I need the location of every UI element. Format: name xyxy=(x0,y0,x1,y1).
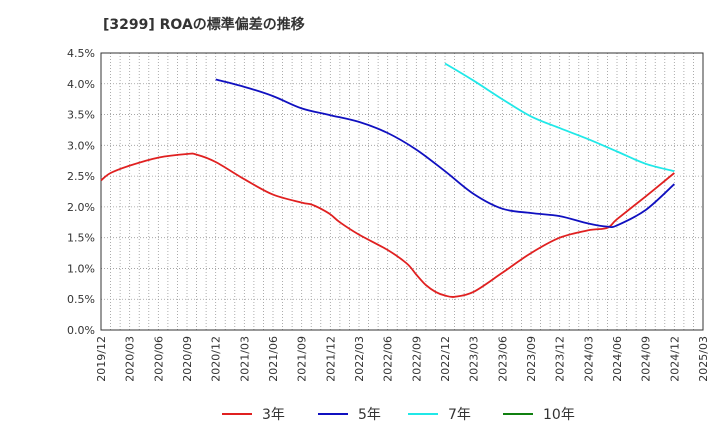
plot-frame xyxy=(100,52,704,331)
x-tick-label: 2020/09 xyxy=(181,336,194,382)
x-tick-label: 2025/03 xyxy=(697,336,710,382)
x-tick-label: 2024/03 xyxy=(582,336,595,382)
legend-label-1: 3年 xyxy=(262,407,285,423)
y-tick-label: 2.5% xyxy=(67,170,95,183)
y-tick-label: 3.0% xyxy=(67,139,95,152)
y-tick-label: 4.5% xyxy=(67,47,95,60)
x-tick-label: 2021/03 xyxy=(238,336,251,382)
grid-layer xyxy=(101,52,703,330)
x-tick-label: 2022/09 xyxy=(410,336,423,382)
legend-label-2: 5年 xyxy=(358,407,381,423)
y-tick-label: 1.0% xyxy=(67,262,95,275)
y-tick-label: 2.0% xyxy=(67,201,95,214)
y-tick-label: 0.0% xyxy=(67,324,95,337)
y-tick-label: 0.5% xyxy=(67,293,95,306)
x-tick-label: 2021/12 xyxy=(324,336,337,382)
series-line-3 xyxy=(444,62,675,173)
x-tick-label: 2023/09 xyxy=(525,336,538,382)
x-tick-label: 2021/09 xyxy=(296,336,309,382)
x-tick-label: 2023/12 xyxy=(554,336,567,382)
x-tick-label: 2022/06 xyxy=(382,336,395,382)
y-tick-label: 1.5% xyxy=(67,232,95,245)
x-tick-label: 2024/09 xyxy=(640,336,653,382)
chart-title: [3299] ROAの標準偏差の推移 xyxy=(103,17,305,33)
x-tick-label: 2020/03 xyxy=(124,336,137,382)
legend: 3年 5年 7年 10年 xyxy=(222,407,575,423)
x-tick-label: 2020/12 xyxy=(210,336,223,382)
axis-layer: 0.0% 0.5% 1.0% 1.5% 2.0% 2.5% 3.0% 3.5% 4.0% 4.5%… xyxy=(67,47,710,382)
x-tick-label: 2022/03 xyxy=(353,336,366,382)
x-tick-label: 2020/06 xyxy=(152,336,165,382)
plot-area xyxy=(101,53,703,330)
y-tick-label: 4.0% xyxy=(67,78,95,91)
legend-label-3: 7年 xyxy=(448,407,471,423)
x-tick-label: 2022/12 xyxy=(439,336,452,382)
series-line-1 xyxy=(100,152,675,298)
series-line-2 xyxy=(215,78,675,229)
x-tick-label: 2023/03 xyxy=(468,336,481,382)
x-tick-label: 2024/06 xyxy=(611,336,624,382)
y-tick-label: 3.5% xyxy=(67,109,95,122)
x-tick-label: 2024/12 xyxy=(668,336,681,382)
x-tick-label: 2021/06 xyxy=(267,336,280,382)
x-tick-label: 2023/06 xyxy=(496,336,509,382)
legend-label-4: 10年 xyxy=(543,407,575,423)
x-tick-label: 2019/12 xyxy=(95,336,108,382)
series-layer xyxy=(100,62,675,298)
